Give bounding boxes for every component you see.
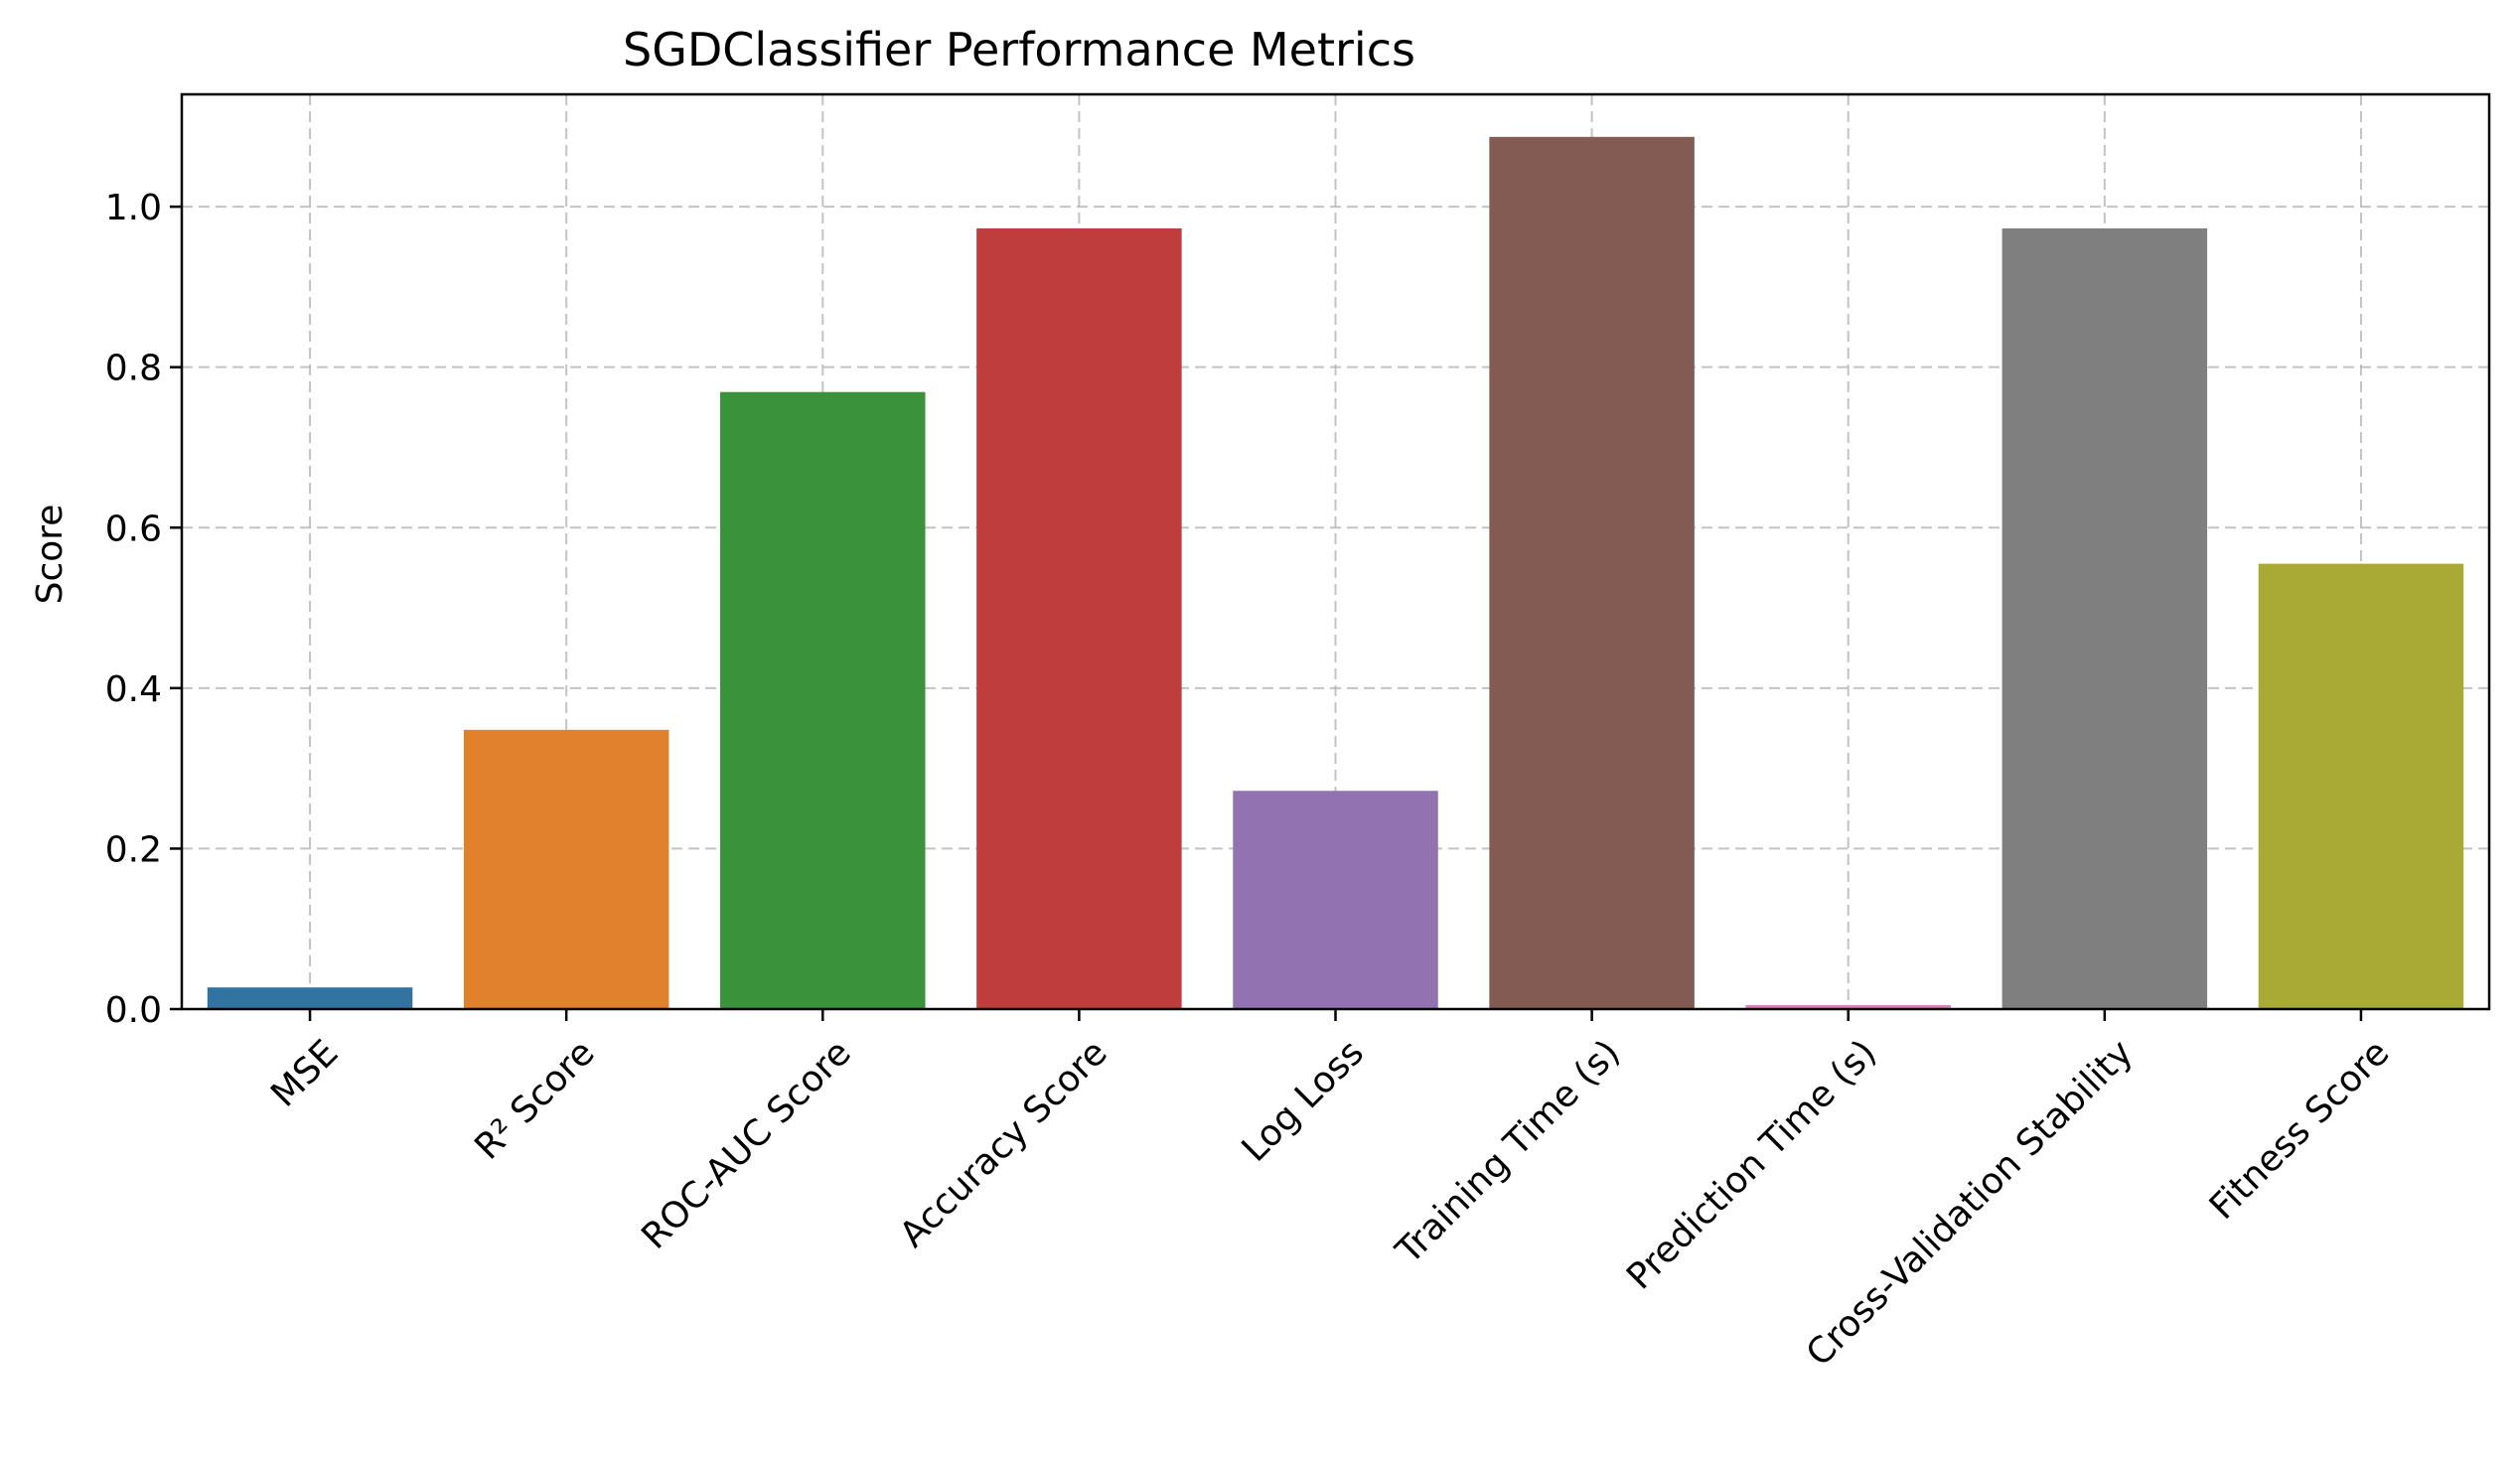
bar	[1489, 136, 1695, 1009]
y-tick-label: 0.4	[105, 669, 162, 710]
x-tick-labels: MSE R² Score ROC-AUC Score Accuracy Score Lo…	[263, 1032, 2397, 1374]
bar	[207, 987, 413, 1009]
bar	[1745, 1004, 1951, 1009]
ticks-layer	[170, 205, 2363, 1021]
y-tick-label: 1.0	[105, 188, 162, 228]
x-tick-label: ROC-AUC Score	[634, 1032, 858, 1256]
bar	[1233, 791, 1438, 1009]
y-tick-label: 0.6	[105, 509, 162, 549]
y-axis-label: Score	[30, 505, 71, 605]
chart-title: SGDClassifier Performance Metrics	[623, 23, 1415, 76]
y-tick-label: 0.0	[105, 990, 162, 1031]
x-tick-label: Log Loss	[1235, 1032, 1372, 1169]
bar	[976, 227, 1182, 1009]
bar	[2001, 227, 2208, 1009]
bar	[720, 391, 926, 1009]
y-tick-label: 0.8	[105, 349, 162, 389]
x-tick-label: Accuracy Score	[892, 1032, 1115, 1255]
bars-layer	[207, 136, 2464, 1009]
y-tick-label: 0.2	[105, 829, 162, 870]
x-tick-label: MSE	[263, 1032, 346, 1114]
bar	[2258, 563, 2464, 1009]
x-tick-label: Prediction Time (s)	[1619, 1032, 1884, 1297]
bar	[463, 729, 669, 1009]
x-tick-label: Training Time (s)	[1388, 1032, 1628, 1272]
x-tick-label: Fitness Score	[2202, 1032, 2398, 1228]
x-tick-label: R² Score	[467, 1032, 602, 1167]
y-tick-labels: 0.0 0.2 0.4 0.6 0.8 1.0	[105, 188, 162, 1031]
